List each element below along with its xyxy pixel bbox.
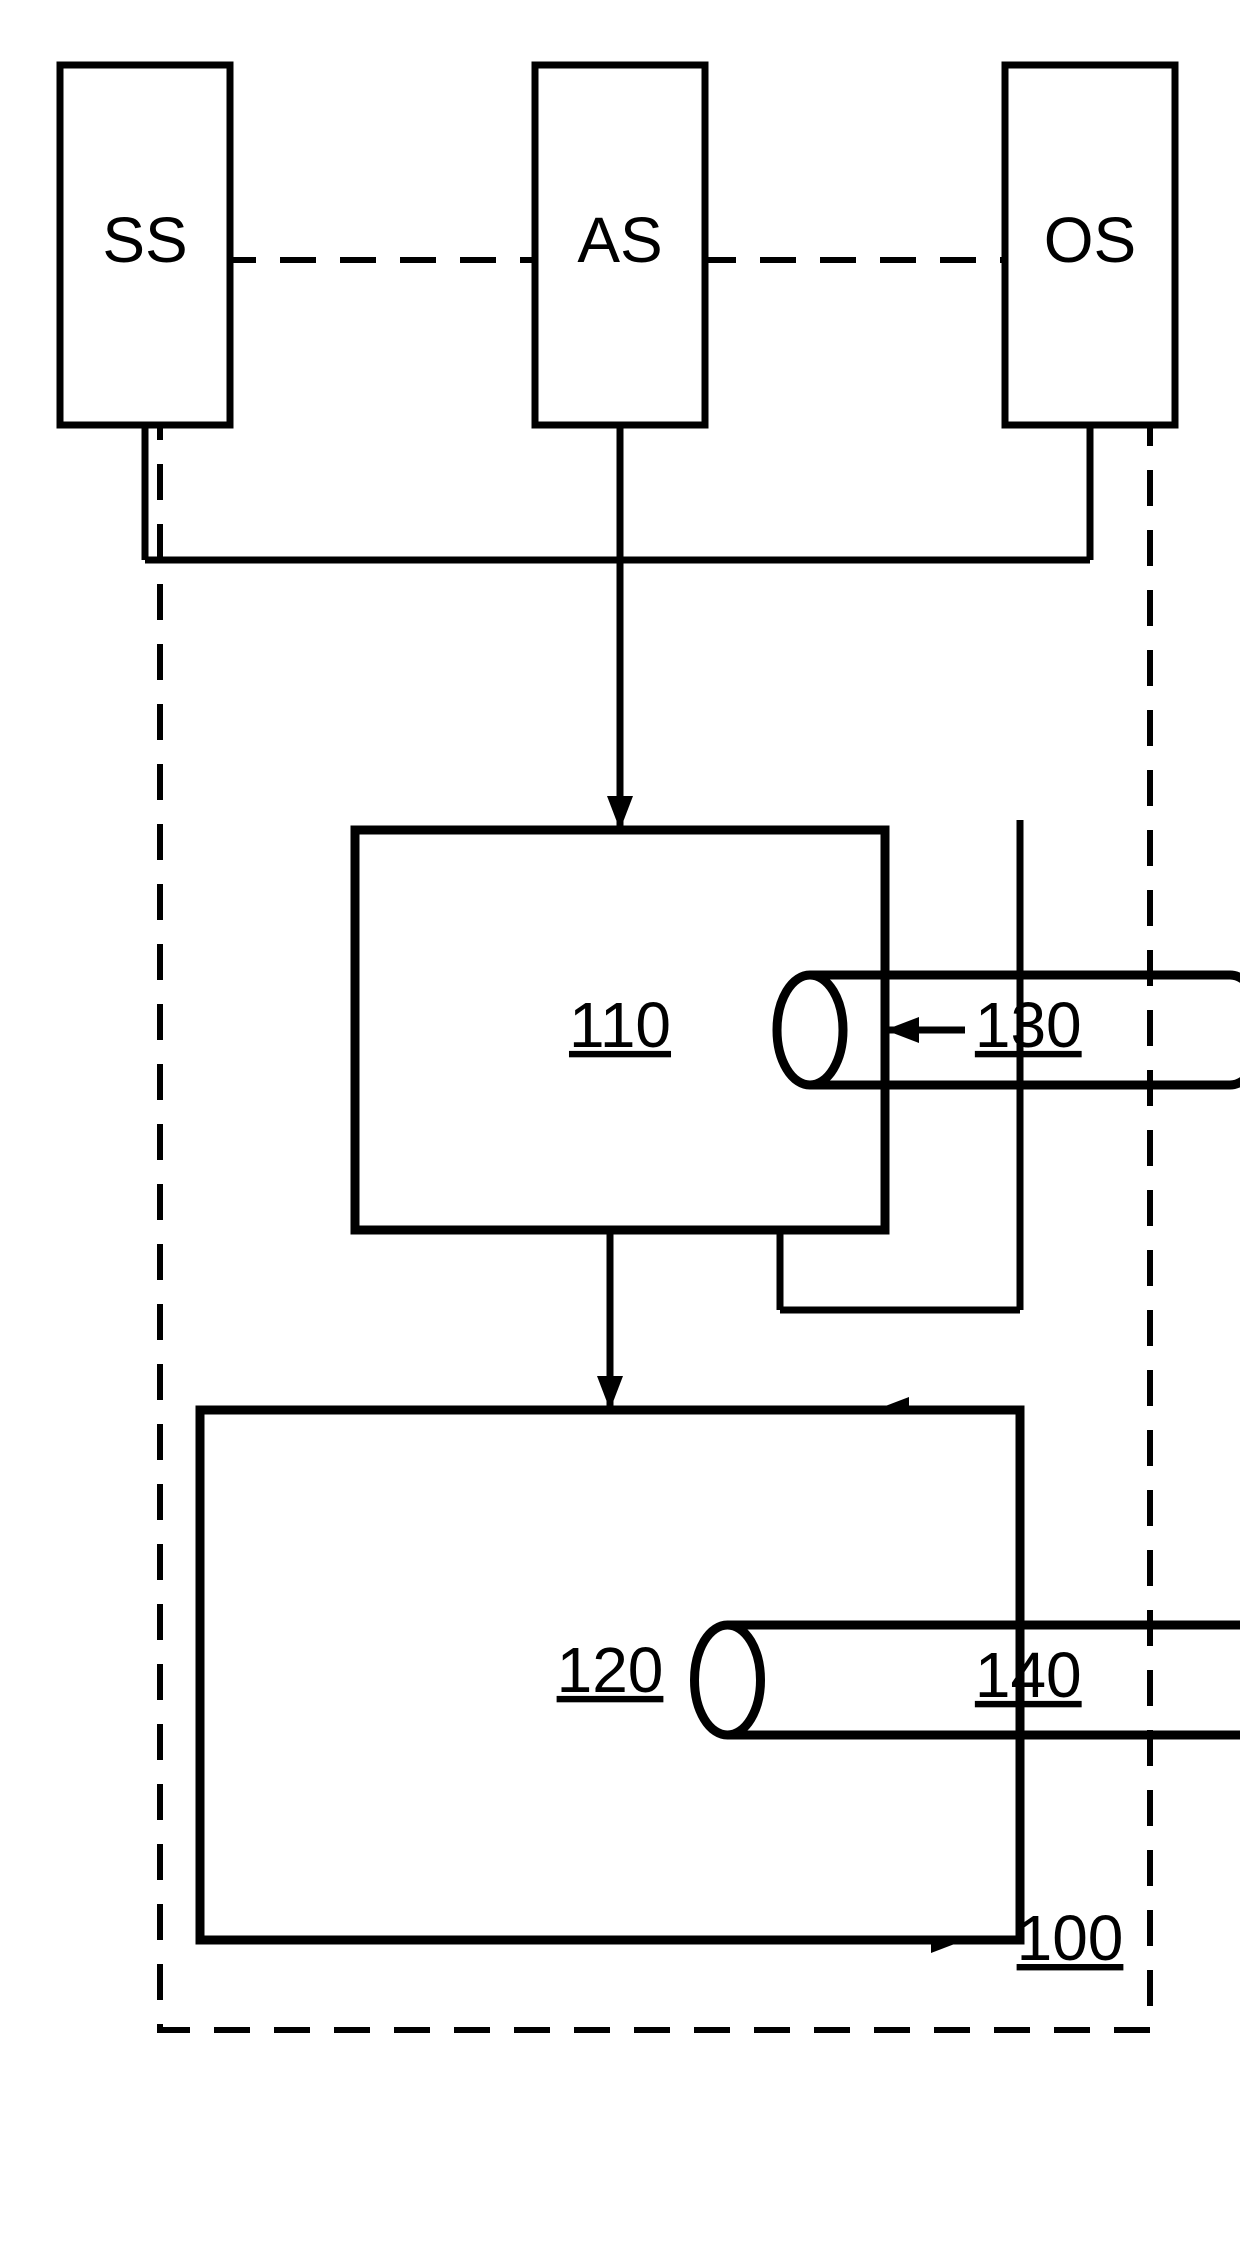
node-ss: SS	[60, 65, 230, 425]
node-label-n130: 130	[975, 989, 1082, 1061]
node-label-n110: 110	[569, 989, 671, 1061]
node-n120: 120	[200, 1410, 1020, 1940]
node-label-n140: 140	[975, 1639, 1082, 1711]
node-os: OS	[1005, 65, 1175, 425]
diagram-canvas: 100 SS AS OS 110 120 130 140	[0, 0, 1240, 2256]
system-boundary-label: 100	[1017, 1902, 1124, 1974]
node-label-as: AS	[577, 204, 662, 276]
node-as: AS	[535, 65, 705, 425]
node-label-os: OS	[1044, 204, 1136, 276]
node-label-n120: 120	[557, 1634, 664, 1706]
node-label-ss: SS	[102, 204, 187, 276]
